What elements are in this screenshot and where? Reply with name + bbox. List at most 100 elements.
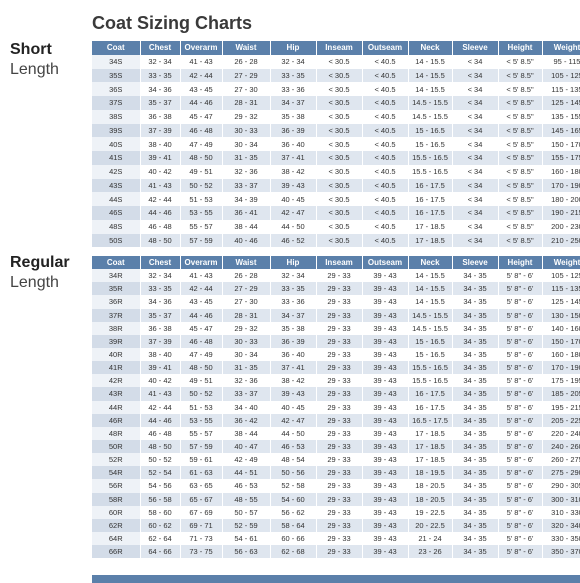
cell: 38 - 42 bbox=[270, 164, 317, 179]
cell: 39 - 43 bbox=[362, 453, 409, 467]
cell: 34 - 39 bbox=[222, 192, 271, 206]
cell: 34 - 37 bbox=[270, 308, 317, 322]
cell: 15 - 16.5 bbox=[408, 123, 453, 138]
cell: 35 - 37 bbox=[140, 96, 181, 110]
cell: < 5' 8.5" bbox=[498, 82, 543, 96]
cell: < 40.5 bbox=[362, 151, 409, 165]
cell: 31 - 35 bbox=[222, 151, 271, 165]
header-row: Coat Chest Overarm Waist Hip Inseam Outseam Nec… bbox=[92, 256, 580, 270]
cell: 5' 8" - 6' bbox=[498, 321, 543, 335]
cell: 62 - 64 bbox=[140, 531, 181, 546]
cell: < 40.5 bbox=[362, 233, 409, 248]
data-row: 44R 42 - 44 51 - 53 34 - 40 40 - 45 29 - 33 39… bbox=[92, 400, 580, 414]
cell: < 40.5 bbox=[362, 137, 409, 151]
cell: 57 - 59 bbox=[180, 233, 223, 248]
cell: 33 - 36 bbox=[270, 295, 317, 309]
cell: 150 - 170 bbox=[542, 334, 580, 348]
cell: < 34 bbox=[452, 233, 499, 248]
cell: 5' 8" - 6' bbox=[498, 518, 543, 532]
header-cell: Chest bbox=[140, 256, 181, 270]
cell: < 30.5 bbox=[316, 109, 363, 124]
header-row: Coat Chest Overarm Waist Hip Inseam Outseam Nec… bbox=[92, 41, 580, 55]
cell: 290 - 305 bbox=[542, 479, 580, 493]
cell: 300 - 310 bbox=[542, 492, 580, 506]
cell: < 30.5 bbox=[316, 178, 363, 193]
cell: 53 - 55 bbox=[180, 413, 223, 427]
cell: 58 - 64 bbox=[270, 518, 317, 532]
cell: 39 - 43 bbox=[362, 439, 409, 454]
cell: 130 - 150 bbox=[542, 308, 580, 322]
cell: < 34 bbox=[452, 219, 499, 234]
cell: 64 - 66 bbox=[140, 545, 181, 559]
data-row: 54R 52 - 54 61 - 63 44 - 51 50 - 56 29 - 33 39… bbox=[92, 466, 580, 480]
cell: 33 - 37 bbox=[222, 178, 271, 193]
coat-size: 50R bbox=[92, 439, 141, 454]
coat-size: 48S bbox=[92, 219, 141, 234]
cell: 48 - 50 bbox=[180, 361, 223, 375]
header-cell: Neck bbox=[408, 256, 453, 270]
cell: 39 - 43 bbox=[270, 387, 317, 401]
coat-size: 66R bbox=[92, 545, 141, 559]
data-row: 62R 60 - 62 69 - 71 52 - 59 58 - 64 29 - 33 39… bbox=[92, 518, 580, 532]
coat-size: 37S bbox=[92, 96, 141, 110]
header-cell: Height bbox=[498, 256, 543, 270]
cell: < 30.5 bbox=[316, 54, 363, 69]
cell: < 5' 8.5" bbox=[498, 192, 543, 206]
cell: 56 - 62 bbox=[270, 505, 317, 519]
cell: 240 - 260 bbox=[542, 439, 580, 454]
data-row: 37R 35 - 37 44 - 46 28 - 31 34 - 37 29 - 33 39… bbox=[92, 308, 580, 322]
coat-size: 42R bbox=[92, 374, 141, 388]
cell: < 40.5 bbox=[362, 123, 409, 138]
cell: 17 - 18.5 bbox=[408, 233, 453, 248]
header-cell: Inseam bbox=[316, 256, 363, 270]
cell: 5' 8" - 6' bbox=[498, 374, 543, 388]
cell: 27 - 30 bbox=[222, 295, 271, 309]
cell: 15 - 16.5 bbox=[408, 334, 453, 348]
data-row: 52R 50 - 52 59 - 61 42 - 49 48 - 54 29 - 33 39… bbox=[92, 453, 580, 467]
cell: 16 - 17.5 bbox=[408, 178, 453, 193]
cell: 29 - 33 bbox=[316, 518, 363, 532]
size-table: Coat Chest Overarm Waist Hip Inseam Outseam Nec… bbox=[92, 256, 580, 559]
cell: 34 - 35 bbox=[452, 282, 499, 296]
cell: < 30.5 bbox=[316, 219, 363, 234]
cell: 37 - 41 bbox=[270, 151, 317, 165]
cell: 36 - 38 bbox=[140, 109, 181, 124]
cell: 125 - 145 bbox=[542, 295, 580, 309]
cell: 55 - 57 bbox=[180, 219, 223, 234]
data-row: 48R 46 - 48 55 - 57 38 - 44 44 - 50 29 - 33 39… bbox=[92, 426, 580, 440]
cell: 34 - 36 bbox=[140, 295, 181, 309]
cell: 5' 8" - 6' bbox=[498, 426, 543, 440]
cell: 20 - 22.5 bbox=[408, 518, 453, 532]
cell: 41 - 43 bbox=[140, 387, 181, 401]
cell: 29 - 33 bbox=[316, 387, 363, 401]
cell: 43 - 45 bbox=[180, 82, 223, 96]
cell: 30 - 33 bbox=[222, 123, 271, 138]
data-row: 43S 41 - 43 50 - 52 33 - 37 39 - 43 < 30.5 < 4… bbox=[92, 178, 580, 193]
cell: 39 - 43 bbox=[362, 479, 409, 493]
cell: < 34 bbox=[452, 206, 499, 220]
cell: < 34 bbox=[452, 137, 499, 151]
cell: < 34 bbox=[452, 96, 499, 110]
cell: 39 - 43 bbox=[362, 347, 409, 362]
cell: 5' 8" - 6' bbox=[498, 453, 543, 467]
cell: 34 - 37 bbox=[270, 96, 317, 110]
cell: 46 - 53 bbox=[270, 439, 317, 454]
cell: 15 - 16.5 bbox=[408, 347, 453, 362]
cell: 54 - 61 bbox=[222, 531, 271, 546]
coat-size: 34R bbox=[92, 269, 141, 283]
cell: 14 - 15.5 bbox=[408, 82, 453, 96]
cell: 38 - 42 bbox=[270, 374, 317, 388]
cell: 175 - 195 bbox=[542, 374, 580, 388]
cell: 160 - 180 bbox=[542, 164, 580, 179]
cell: 15 - 16.5 bbox=[408, 137, 453, 151]
cell: 36 - 39 bbox=[270, 123, 317, 138]
cell: 44 - 51 bbox=[222, 466, 271, 480]
cell: 51 - 53 bbox=[180, 192, 223, 206]
coat-size: 42S bbox=[92, 164, 141, 179]
cell: 36 - 40 bbox=[270, 347, 317, 362]
cell: 39 - 43 bbox=[362, 321, 409, 335]
cell: 29 - 33 bbox=[316, 308, 363, 322]
cell: 29 - 32 bbox=[222, 109, 271, 124]
cell: 41 - 43 bbox=[180, 269, 223, 283]
data-row: 39R 37 - 39 46 - 48 30 - 33 36 - 39 29 - 33 39… bbox=[92, 334, 580, 348]
